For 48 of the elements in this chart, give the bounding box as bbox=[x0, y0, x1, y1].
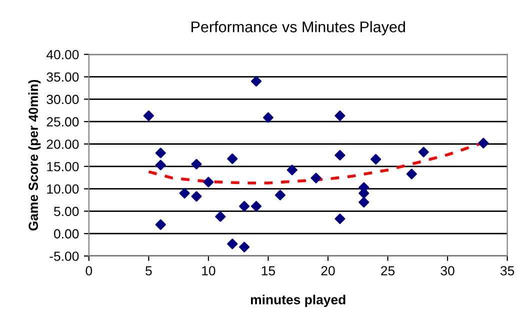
point bbox=[227, 238, 238, 250]
x-tick-label: 25 bbox=[381, 266, 395, 276]
point bbox=[334, 110, 346, 122]
y-tick-label: 15.00 bbox=[47, 162, 79, 172]
point bbox=[370, 154, 382, 165]
y-tick-label: -5.00 bbox=[50, 252, 79, 261]
y-tick-label: 40.00 bbox=[46, 50, 79, 60]
point bbox=[155, 160, 166, 170]
x-tick-label: 5 bbox=[146, 266, 152, 276]
y-tick-label: 30.00 bbox=[46, 94, 79, 104]
point bbox=[155, 148, 166, 158]
point bbox=[143, 110, 154, 122]
x-tick-label: 15 bbox=[262, 266, 276, 276]
point bbox=[358, 196, 370, 208]
y-tick-label: 25.00 bbox=[46, 117, 79, 127]
point bbox=[250, 76, 262, 87]
y-tick-label: 5.00 bbox=[54, 206, 79, 216]
x-tick-label: 10 bbox=[202, 266, 216, 276]
point bbox=[239, 242, 250, 252]
point bbox=[250, 200, 262, 212]
y-axis-title: Game Score (per 40min) bbox=[28, 80, 41, 231]
x-tick-label: 30 bbox=[440, 266, 454, 276]
point bbox=[406, 168, 417, 180]
x-tick-label: 0 bbox=[86, 266, 92, 276]
point bbox=[227, 153, 238, 164]
point bbox=[478, 138, 489, 148]
point bbox=[179, 188, 190, 199]
y-tick-label: 20.00 bbox=[46, 140, 79, 149]
point bbox=[334, 150, 346, 160]
point bbox=[310, 172, 322, 184]
point bbox=[203, 176, 214, 188]
y-tick-label: 10.00 bbox=[47, 184, 79, 194]
x-tick-label: 35 bbox=[500, 266, 514, 276]
point bbox=[191, 191, 202, 202]
point bbox=[334, 214, 346, 224]
point bbox=[191, 158, 202, 170]
x-axis-title: minutes played bbox=[250, 294, 346, 307]
point bbox=[286, 164, 298, 176]
point bbox=[155, 219, 166, 230]
point bbox=[215, 211, 226, 222]
point bbox=[418, 146, 429, 158]
x-tick-label: 20 bbox=[321, 266, 335, 276]
point bbox=[274, 190, 286, 200]
y-tick-label: 0.00 bbox=[54, 229, 79, 239]
y-tick-label: 35.00 bbox=[46, 72, 79, 82]
chart-title: Performance vs Minutes Played bbox=[192, 21, 405, 36]
point bbox=[262, 112, 274, 123]
point bbox=[239, 200, 250, 212]
